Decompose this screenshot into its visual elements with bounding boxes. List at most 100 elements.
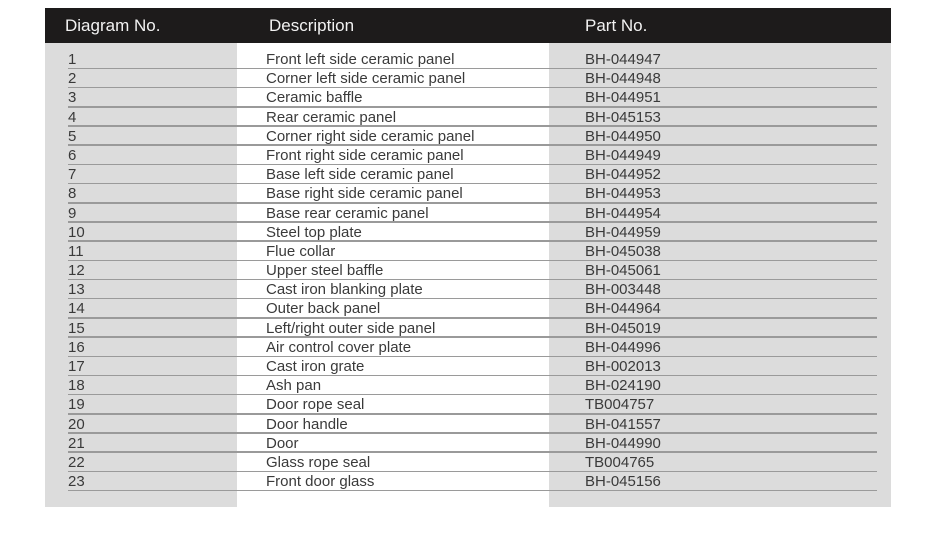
table-row: 7 Base left side ceramic panel BH-044952 [0,165,945,185]
table-row: 9 Base rear ceramic panel BH-044954 [0,204,945,223]
table-row: 4 Rear ceramic panel BH-045153 [0,108,945,127]
table-row: 19 Door rope seal TB004757 [0,395,945,415]
part-no-cell: BH-045153 [585,108,661,126]
diagram-no-cell: 9 [68,204,77,222]
table-row: 21 Door BH-044990 [0,434,945,454]
diagram-no-cell: 14 [68,300,85,318]
table-row: 13 Cast iron blanking plate BH-003448 [0,280,945,300]
table-row: 18 Ash pan BH-024190 [0,376,945,396]
part-no-cell: BH-003448 [585,281,661,299]
description-cell: Cast iron grate [266,358,365,375]
part-no-cell: BH-044952 [585,166,661,184]
description-cell: Door handle [266,415,348,433]
table-row: 10 Steel top plate BH-044959 [0,223,945,243]
part-no-cell: BH-024190 [585,377,661,395]
part-no-cell: BH-044953 [585,185,661,203]
description-cell: Ash pan [266,377,322,395]
table-row: 16 Air control cover plate BH-044996 [0,338,945,358]
column-part-no-bg [549,43,891,507]
diagram-no-cell: 18 [68,377,85,395]
description-cell: Front left side ceramic panel [266,51,455,68]
diagram-no-cell: 20 [68,415,85,433]
part-no-cell: BH-045061 [585,262,661,280]
description-cell: Glass rope seal [266,453,371,471]
description-cell: Outer back panel [266,300,381,318]
diagram-no-cell: 7 [68,166,77,184]
diagram-no-cell: 22 [68,453,85,471]
part-no-cell: BH-044949 [585,146,661,164]
description-cell: Left/right outer side panel [266,319,436,337]
description-cell: Base rear ceramic panel [266,204,429,222]
part-no-cell: BH-044959 [585,223,661,241]
diagram-no-cell: 21 [68,434,85,452]
diagram-no-cell: 12 [68,262,85,280]
parts-table-body: 1 Front left side ceramic panel BH-044947 2… [0,50,945,492]
diagram-no-cell: 19 [68,396,85,414]
table-row: 3 Ceramic baffle BH-044951 [0,88,945,108]
diagram-no-cell: 10 [68,223,85,241]
description-cell: Corner left side ceramic panel [266,70,466,88]
description-cell: Flue collar [266,242,336,260]
description-cell: Steel top plate [266,223,362,241]
table-row: 1 Front left side ceramic panel BH-044947 [0,50,945,70]
column-diagram-no-bg [45,43,237,507]
table-row: 20 Door handle BH-041557 [0,415,945,434]
table-row: 12 Upper steel baffle BH-045061 [0,261,945,281]
diagram-no-cell: 13 [68,281,85,299]
description-cell: Upper steel baffle [266,262,384,280]
part-no-cell: BH-044996 [585,338,661,356]
header-diagram-no: Diagram No. [65,16,161,35]
table-header: Diagram No. Description Part No. [45,8,891,43]
table-row: 23 Front door glass BH-045156 [0,472,945,492]
description-cell: Rear ceramic panel [266,108,397,126]
diagram-no-cell: 16 [68,338,85,356]
part-no-cell: BH-002013 [585,358,661,375]
part-no-cell: BH-044964 [585,300,661,318]
table-row: 8 Base right side ceramic panel BH-044953 [0,184,945,204]
table-row: 14 Outer back panel BH-044964 [0,299,945,319]
part-no-cell: BH-044990 [585,434,661,452]
description-cell: Door rope seal [266,396,365,414]
description-cell: Cast iron blanking plate [266,281,423,299]
part-no-cell: BH-045019 [585,319,661,337]
part-no-cell: BH-044950 [585,127,661,145]
diagram-no-cell: 5 [68,127,77,145]
header-part-no: Part No. [585,16,648,35]
part-no-cell: BH-044947 [585,51,661,68]
description-cell: Door [266,434,299,452]
diagram-no-cell: 2 [68,70,77,88]
part-no-cell: BH-044948 [585,70,661,88]
column-description-bg [237,43,549,507]
description-cell: Front door glass [266,473,375,491]
diagram-no-cell: 23 [68,473,85,491]
description-cell: Ceramic baffle [266,89,363,107]
diagram-no-cell: 8 [68,185,77,203]
table-row: 2 Corner left side ceramic panel BH-044948 [0,69,945,89]
table-row: 11 Flue collar BH-045038 [0,242,945,262]
part-no-cell: BH-041557 [585,415,661,433]
diagram-no-cell: 3 [68,89,77,107]
part-no-cell: BH-045156 [585,473,661,491]
table-row: 15 Left/right outer side panel BH-045019 [0,319,945,339]
part-no-cell: BH-044954 [585,204,661,222]
description-cell: Front right side ceramic panel [266,146,464,164]
table-row: 22 Glass rope seal TB004765 [0,453,945,473]
diagram-no-cell: 6 [68,146,77,164]
description-cell: Base left side ceramic panel [266,166,454,184]
diagram-no-cell: 1 [68,51,77,68]
diagram-no-cell: 4 [68,108,77,126]
part-no-cell: BH-045038 [585,242,661,260]
diagram-no-cell: 17 [68,358,85,375]
part-no-cell: TB004757 [585,396,655,414]
table-row: 5 Corner right side ceramic panel BH-04495… [0,127,945,147]
diagram-no-cell: 15 [68,319,85,337]
description-cell: Corner right side ceramic panel [266,127,475,145]
header-description: Description [269,16,355,35]
description-cell: Base right side ceramic panel [266,185,463,203]
table-row: 17 Cast iron grate BH-002013 [0,357,945,377]
table-row: 6 Front right side ceramic panel BH-044949 [0,146,945,166]
part-no-cell: BH-044951 [585,89,661,107]
description-cell: Air control cover plate [266,338,412,356]
part-no-cell: TB004765 [585,453,655,471]
diagram-no-cell: 11 [68,242,84,260]
